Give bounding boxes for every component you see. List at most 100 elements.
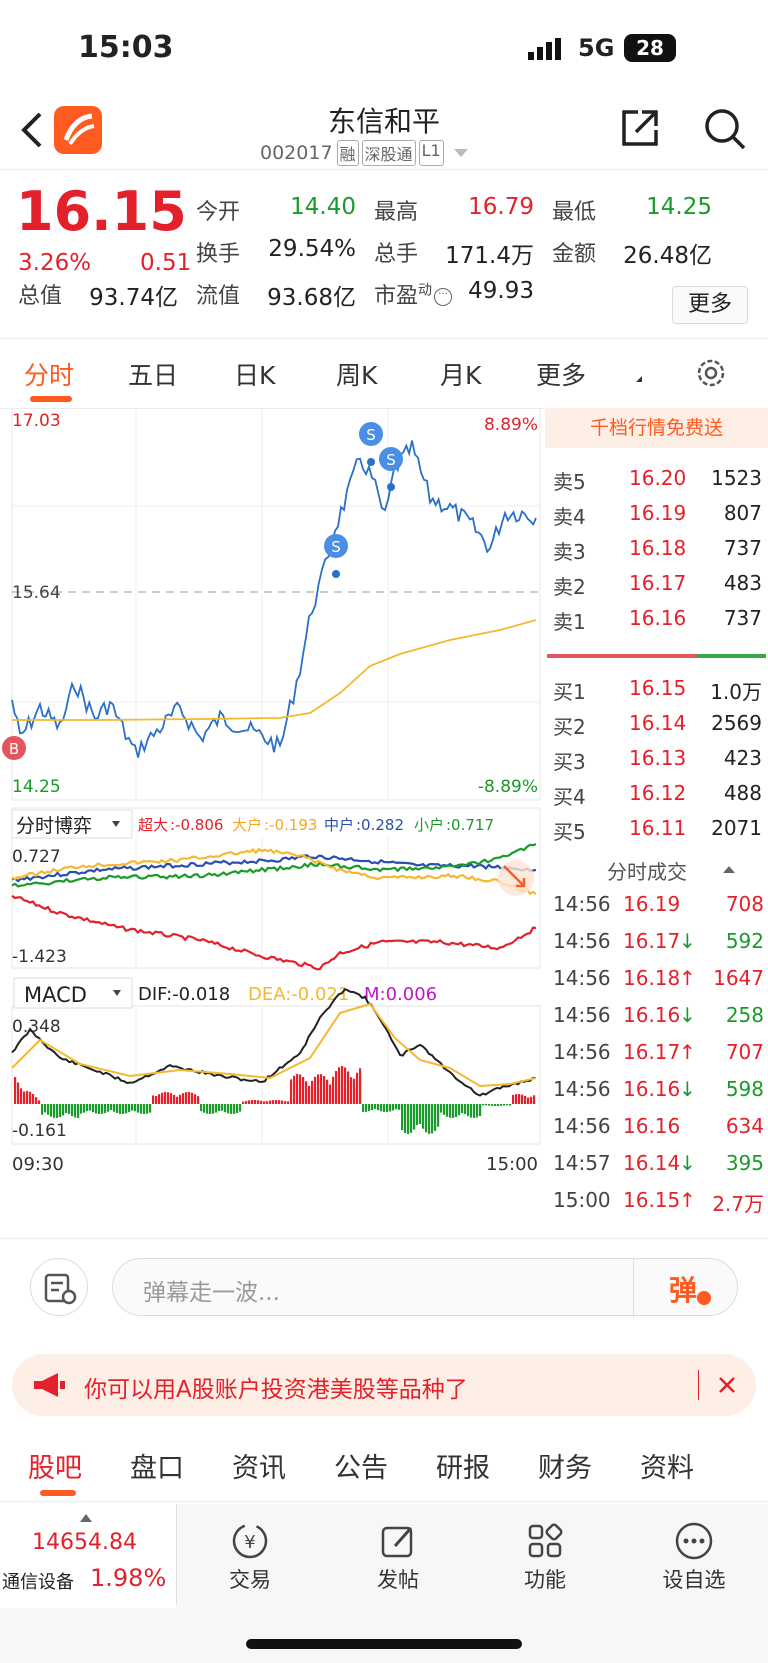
macd-bar [263, 1101, 266, 1104]
macd-bar [65, 1104, 68, 1114]
bottom-trade-button[interactable]: ¥ 交易 [205, 1510, 295, 1600]
book-price: 16.14 [629, 711, 687, 735]
sell-marker[interactable] [359, 422, 383, 446]
macd-bar [158, 1094, 161, 1104]
post-icon [377, 1520, 419, 1562]
macd-bar [335, 1071, 338, 1104]
pct-axis-max: 8.89% [484, 415, 538, 435]
tick-qty: 634 [725, 1114, 764, 1138]
macd-bar [32, 1094, 35, 1104]
book-label: 卖4 [553, 505, 586, 529]
macd-label: MACD [24, 983, 87, 1007]
macd-bar [113, 1104, 116, 1112]
content-tab-3[interactable]: 资讯 [232, 1453, 286, 1484]
bottom-functions-button[interactable]: 功能 [500, 1510, 590, 1600]
bid-row[interactable]: 买4 16.12 488 [545, 775, 768, 810]
tick-row: 14:56 16.17 ↑ 707 [545, 1036, 768, 1070]
stat-label: 总手 [374, 242, 419, 267]
stock-name: 东信和平 [327, 105, 440, 138]
change-amount: 0.51 [140, 250, 192, 276]
share-icon[interactable] [618, 106, 662, 150]
tick-price: 16.18 [623, 966, 681, 990]
content-tab-2[interactable]: 盘口 [130, 1453, 184, 1484]
ask-row[interactable]: 卖1 16.16 737 [545, 600, 768, 635]
tick-time: 14:57 [553, 1151, 611, 1175]
danmu-send-button[interactable]: 弹 [669, 1274, 698, 1307]
ask-row[interactable]: 卖5 16.20 1523 [545, 460, 768, 495]
bottom-bar: 14654.84 通信设备 1.98% ¥ 交易 发帖 功能 设自选 [0, 1504, 768, 1663]
macd-bar [89, 1104, 92, 1111]
close-icon[interactable] [716, 1374, 738, 1396]
buy-marker[interactable] [2, 736, 26, 760]
megaphone-icon [32, 1372, 66, 1398]
macd-bar [515, 1094, 518, 1104]
macd-bar [173, 1094, 176, 1104]
bottom-add-watchlist-button[interactable]: 设自选 [649, 1510, 739, 1600]
battery-icon: 28 [624, 34, 676, 62]
boyi-selector[interactable]: 分时博弈 [11, 809, 133, 839]
price-axis-mid: 15.64 [12, 583, 61, 603]
content-tab-1[interactable]: 股吧 [28, 1453, 82, 1484]
bid-row[interactable]: 买1 16.15 1.0万 [545, 670, 768, 705]
danmu-toggle-icon[interactable] [30, 1258, 88, 1316]
home-indicator [246, 1639, 522, 1649]
sell-marker[interactable] [324, 534, 348, 558]
stat-value: 29.54% [268, 236, 356, 262]
stock-code: 002017 [260, 142, 333, 164]
ask-row[interactable]: 卖4 16.19 807 [545, 495, 768, 530]
promo-banner[interactable]: 你可以用A股账户投资港美股等品种了 [12, 1354, 756, 1416]
tab-4[interactable]: 周K [336, 361, 378, 390]
macd-bar [125, 1104, 128, 1114]
macd-bar [152, 1095, 155, 1104]
macd-bar [482, 1104, 485, 1106]
level2-promo[interactable]: 千档行情免费送 [545, 408, 768, 448]
macd-bar [29, 1091, 32, 1104]
price-axis-min: 14.25 [12, 777, 61, 797]
search-icon[interactable] [702, 106, 748, 152]
settings-gear-icon[interactable] [694, 356, 728, 390]
chart-area[interactable]: 17.03 8.89% 15.64 14.25 -8.89% S S S B 分时博弈 超大:-0.… [0, 407, 545, 1238]
content-tab-7[interactable]: 资料 [640, 1453, 694, 1484]
tab-3[interactable]: 日K [234, 361, 276, 390]
macd-dropdown-icon [113, 990, 121, 996]
macd-bar [35, 1097, 38, 1104]
book-qty: 807 [723, 501, 762, 525]
more-button[interactable]: 更多 [672, 286, 748, 324]
bid-row[interactable]: 买3 16.13 423 [545, 740, 768, 775]
macd-bar [95, 1104, 98, 1114]
macd-bar [497, 1104, 500, 1106]
index-widget[interactable]: 14654.84 通信设备 1.98% [0, 1504, 176, 1608]
ask-row[interactable]: 卖2 16.17 483 [545, 565, 768, 600]
macd-selector[interactable]: MACD [13, 977, 133, 1009]
macd-bar [137, 1104, 140, 1113]
bid-row[interactable]: 买5 16.11 2071 [545, 810, 768, 845]
stock-code-row[interactable]: 002017 融深股通 L1 [260, 140, 468, 166]
book-qty: 483 [723, 571, 762, 595]
macd-bar [527, 1097, 530, 1104]
tick-arrow: ↓ [679, 1077, 696, 1101]
stat-value: 171.4万 [445, 243, 534, 269]
content-tab-5[interactable]: 研报 [436, 1453, 490, 1484]
macd-bar [185, 1092, 188, 1104]
content-tab-6[interactable]: 财务 [538, 1453, 592, 1484]
tick-row: 14:56 16.19 708 [545, 888, 768, 922]
tab-5[interactable]: 月K [440, 361, 482, 390]
collapse-arrow-icon[interactable] [723, 866, 735, 873]
tab-6[interactable]: 更多 [536, 361, 587, 390]
bottom-post-button[interactable]: 发帖 [353, 1510, 443, 1600]
sell-dot [367, 458, 375, 466]
macd-bar [92, 1104, 95, 1113]
macd-bar [164, 1092, 167, 1104]
back-icon[interactable] [18, 110, 46, 150]
tab-2[interactable]: 五日 [128, 361, 179, 390]
comment-input[interactable]: 弹幕走一波... 弹 [112, 1258, 738, 1317]
macd-bar [23, 1091, 26, 1104]
bid-row[interactable]: 买2 16.14 2569 [545, 705, 768, 740]
ask-row[interactable]: 卖3 16.18 737 [545, 530, 768, 565]
content-tab-4[interactable]: 公告 [334, 1453, 388, 1484]
ticks-title[interactable]: 分时成交 [607, 860, 687, 884]
book-price: 16.17 [629, 571, 687, 595]
sell-marker[interactable] [379, 447, 403, 471]
macd-bar [326, 1079, 329, 1104]
tab-1[interactable]: 分时 [24, 361, 75, 390]
